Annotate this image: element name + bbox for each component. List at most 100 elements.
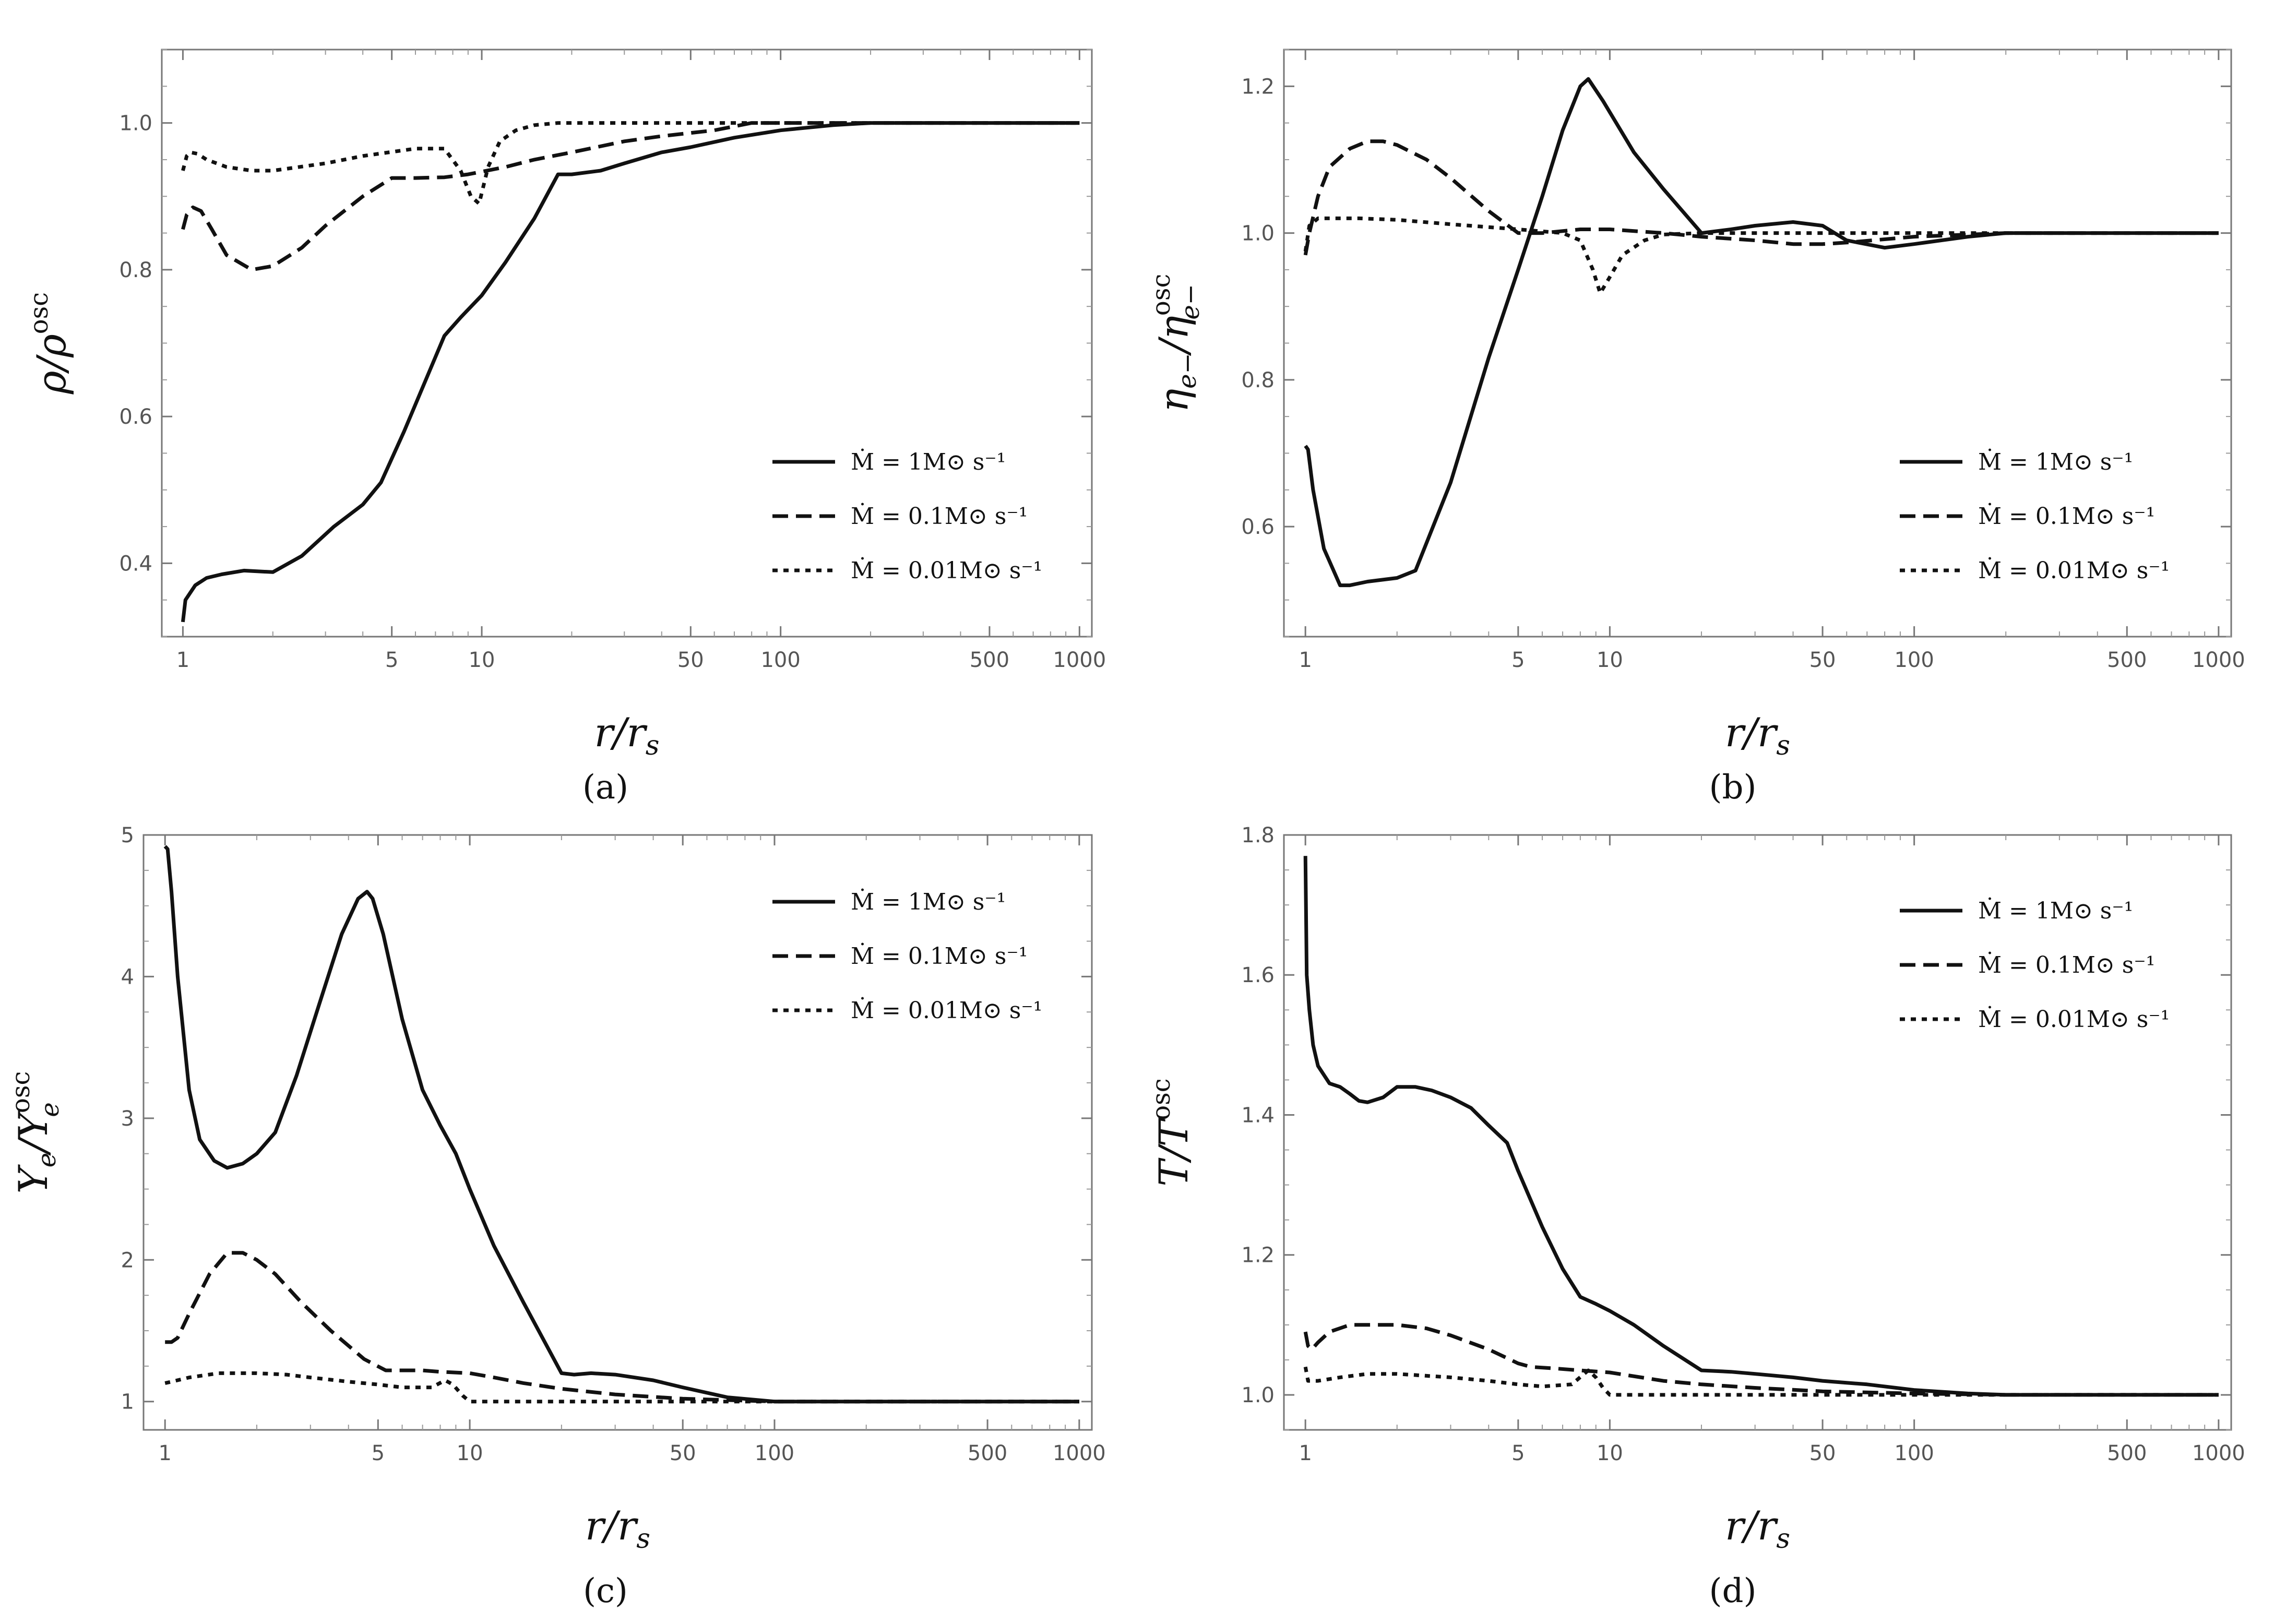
series-line-dotted <box>181 121 1080 206</box>
y-axis-label: T/Tosc <box>1147 1078 1197 1186</box>
y-axis-label-sup: osc <box>1147 274 1176 316</box>
x-tick-label: 100 <box>1894 648 1934 672</box>
panel-caption: (c) <box>583 1572 628 1610</box>
y-tick-label: 0.8 <box>1241 368 1275 392</box>
x-tick-label: 1 <box>176 648 189 672</box>
plot-frame <box>142 834 1093 1431</box>
y-axis-label-mid: /η <box>1150 316 1197 356</box>
y-axis-label: ηe−/ηosce− <box>1147 274 1205 413</box>
x-tick-label: 10 <box>457 1441 483 1465</box>
x-tick-label: 100 <box>755 1441 794 1465</box>
series-line-solid <box>181 121 1080 623</box>
y-axis-label-main: ρ/ρ <box>28 334 75 395</box>
x-tick-label: 100 <box>1894 1441 1934 1465</box>
x-tick-label: 500 <box>2107 648 2147 672</box>
x-tick-label: 1000 <box>2192 1441 2245 1465</box>
series-line-dotted <box>1303 1366 2219 1397</box>
x-axis-label-sub: s <box>646 730 660 761</box>
legend-entry: Ṁ = 0.01M⊙ s⁻¹ <box>851 996 1042 1024</box>
x-tick-label: 1000 <box>1053 1441 1106 1465</box>
y-axis-label-sub: e− <box>1173 353 1202 389</box>
x-tick-label: 5 <box>372 1441 385 1465</box>
y-tick-label: 0.6 <box>1241 515 1275 539</box>
y-axis-label: ρ/ρosc <box>25 292 75 395</box>
x-axis-label-main: r/r <box>1725 1502 1779 1549</box>
x-tick-label: 50 <box>1809 1441 1836 1465</box>
x-tick-label: 1000 <box>2192 648 2245 672</box>
y-axis-label-main: T/T <box>1150 1117 1197 1186</box>
legend-entry: Ṁ = 0.1M⊙ s⁻¹ <box>1978 951 2155 978</box>
x-axis-label-sub: s <box>1776 1523 1790 1555</box>
plot-frame <box>1283 834 2232 1431</box>
panel-caption: (b) <box>1709 768 1757 807</box>
plot-frame <box>161 49 1093 638</box>
y-tick-label: 3 <box>121 1107 134 1131</box>
series-line-solid <box>1303 856 2219 1397</box>
legend-entry: Ṁ = 0.01M⊙ s⁻¹ <box>1978 1005 2170 1033</box>
series-line-dashed <box>1303 139 2219 256</box>
series-line-dotted <box>1303 216 2219 295</box>
y-tick-label: 4 <box>121 965 134 989</box>
x-axis-label: r/rs <box>1725 1502 1790 1555</box>
panel-caption: (a) <box>582 768 628 807</box>
series-line-solid <box>163 845 1079 1404</box>
x-tick-label: 500 <box>970 648 1009 672</box>
legend-entry: Ṁ = 0.01M⊙ s⁻¹ <box>851 556 1042 584</box>
series-line-dashed <box>1303 1323 2219 1397</box>
x-axis-label: r/rs <box>585 1502 650 1555</box>
legend-entry: Ṁ = 1M⊙ s⁻¹ <box>1978 448 2133 475</box>
y-axis-label-sub2: e <box>35 1102 65 1117</box>
y-tick-label: 2 <box>121 1248 134 1272</box>
y-tick-label: 1.2 <box>1241 75 1275 99</box>
y-tick-label: 1.0 <box>1241 1383 1275 1407</box>
y-axis-label-main: η <box>1150 389 1197 413</box>
x-tick-label: 10 <box>1597 648 1623 672</box>
series-line-dashed <box>181 121 1080 272</box>
x-tick-label: 10 <box>469 648 495 672</box>
legend-entry: Ṁ = 1M⊙ s⁻¹ <box>851 888 1006 915</box>
x-tick-label: 50 <box>677 648 704 672</box>
y-axis-label-sup: osc <box>1147 1078 1176 1120</box>
x-axis-label: r/rs <box>1725 709 1790 761</box>
x-axis-label-sub: s <box>1776 730 1790 761</box>
legend-entry: Ṁ = 0.1M⊙ s⁻¹ <box>851 942 1028 970</box>
series-line-solid <box>1304 77 2219 588</box>
y-axis-label-sup: osc <box>25 292 54 334</box>
x-tick-label: 100 <box>760 648 800 672</box>
x-axis-label-main: r/r <box>1725 709 1779 756</box>
x-tick-label: 5 <box>385 648 398 672</box>
x-tick-label: 1000 <box>1053 648 1106 672</box>
panel-a: 1 5 10 50 100 500 1000 0.4 0.6 0.8 1.0 Ṁ = 1M⊙ s⁻¹ Ṁ… <box>25 49 1106 807</box>
y-tick-label: 1 <box>121 1390 134 1414</box>
x-axis-label-main: r/r <box>594 709 648 756</box>
x-axis-label: r/rs <box>594 709 660 761</box>
y-axis-label-mid: /Y <box>10 1109 56 1156</box>
x-axis-label-main: r/r <box>585 1502 639 1549</box>
y-axis-label: Ye/Yosce <box>6 1071 65 1194</box>
y-tick-label: 1.6 <box>1241 963 1275 987</box>
panel-b: 1 5 10 50 100 500 1000 0.6 0.8 1.0 1.2 Ṁ = 1M⊙ s⁻¹ Ṁ… <box>1147 49 2245 807</box>
y-tick-label: 1.8 <box>1241 823 1275 847</box>
panel-d: 1 5 10 50 100 500 1000 1.0 1.2 1.4 1.6 1.8 Ṁ = 1M⊙ s… <box>1147 823 2245 1610</box>
y-tick-label: 0.8 <box>119 258 152 282</box>
legend-entry: Ṁ = 0.1M⊙ s⁻¹ <box>1978 502 2155 530</box>
y-axis-label-sub: e <box>32 1153 62 1167</box>
x-tick-label: 500 <box>968 1441 1007 1465</box>
y-axis-label-sub2: e− <box>1176 284 1205 320</box>
legend-entry: Ṁ = 0.1M⊙ s⁻¹ <box>851 502 1028 530</box>
series-line-dotted <box>164 1371 1079 1404</box>
y-tick-label: 1.4 <box>1241 1103 1275 1127</box>
x-tick-label: 1 <box>1299 648 1312 672</box>
y-axis-label-main: Y <box>10 1164 56 1193</box>
x-tick-label: 500 <box>2107 1441 2147 1465</box>
panel-caption: (d) <box>1709 1572 1757 1610</box>
y-tick-label: 1.0 <box>1241 222 1275 246</box>
series-line-dashed <box>165 1251 1079 1404</box>
y-tick-label: 5 <box>121 823 134 847</box>
x-tick-label: 10 <box>1597 1441 1623 1465</box>
y-tick-label: 0.4 <box>119 552 152 576</box>
x-tick-label: 5 <box>1511 648 1525 672</box>
x-axis-label-sub: s <box>636 1523 650 1555</box>
x-tick-label: 50 <box>1809 648 1836 672</box>
